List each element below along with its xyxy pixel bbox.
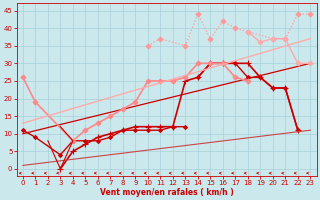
X-axis label: Vent moyen/en rafales ( km/h ): Vent moyen/en rafales ( km/h ) <box>100 188 234 197</box>
